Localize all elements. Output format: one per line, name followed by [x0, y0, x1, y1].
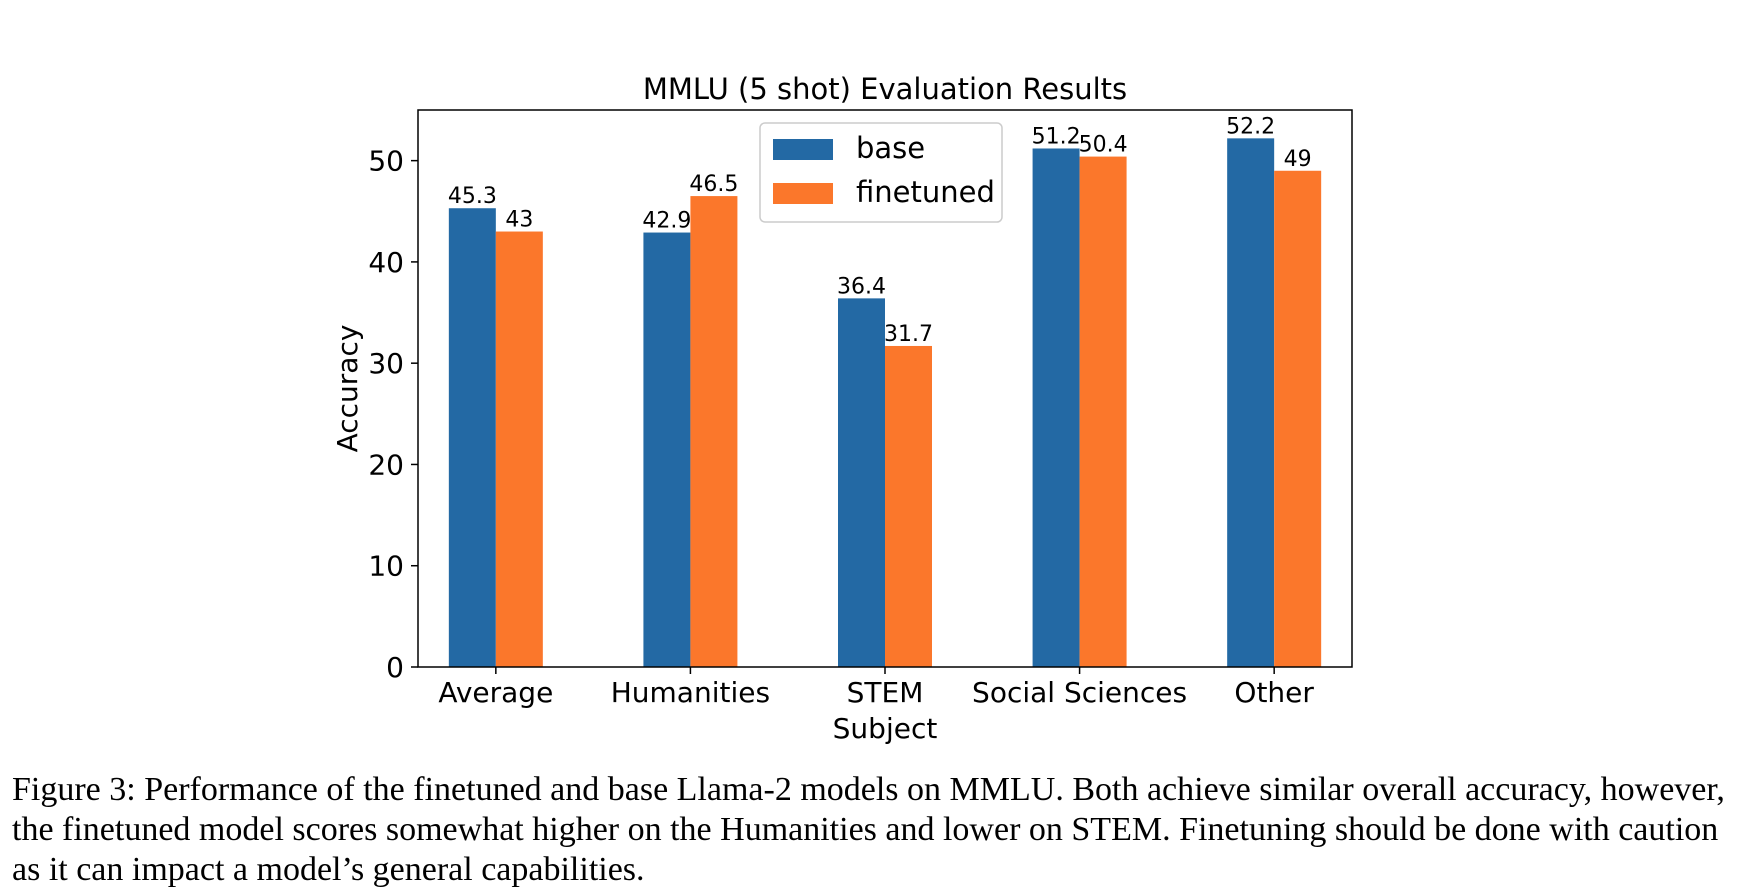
data-label: 36.4 — [837, 274, 886, 299]
bar-chart-svg: 45.3 42.9 36.4 51.2 52.2 43 46.5 31.7 50.4 49 0 10 2… — [331, 72, 1353, 745]
data-label: 50.4 — [1079, 133, 1128, 158]
y-tick-label: 40 — [368, 246, 404, 279]
data-label: 31.7 — [884, 322, 933, 347]
y-tick-label: 30 — [368, 347, 404, 380]
bar-base-average — [448, 208, 496, 667]
chart-title: MMLU (5 shot) Evaluation Results — [643, 72, 1127, 106]
data-label: 45.3 — [448, 184, 497, 209]
y-tick-label: 50 — [368, 145, 404, 178]
data-label: 51.2 — [1032, 124, 1081, 149]
x-tick-label: Social Sciences — [972, 676, 1187, 709]
data-label: 42.9 — [642, 209, 691, 234]
data-label: 43 — [505, 208, 533, 233]
bar-base-social-sciences — [1032, 148, 1080, 667]
bar-base-stem — [838, 298, 885, 667]
y-tick-label: 0 — [386, 651, 404, 684]
legend-swatch-finetuned — [773, 183, 833, 204]
x-tick-label: Humanities — [611, 676, 770, 709]
x-tick-label: STEM — [847, 676, 924, 709]
y-axis-label: Accuracy — [331, 325, 364, 453]
figure-caption: Figure 3: Performance of the finetuned a… — [12, 771, 1725, 888]
x-axis-label: Subject — [833, 712, 938, 745]
y-tick-label: 20 — [368, 448, 404, 481]
data-label: 52.2 — [1226, 114, 1275, 139]
x-tick-label: Other — [1234, 676, 1314, 709]
chart: 45.3 42.9 36.4 51.2 52.2 43 46.5 31.7 50.4 49 0 10 2… — [331, 72, 1353, 745]
y-tick-label: 10 — [368, 550, 404, 583]
legend-label-base: base — [856, 131, 925, 165]
data-label: 49 — [1284, 147, 1312, 172]
legend-swatch-base — [773, 139, 833, 160]
data-label: 46.5 — [689, 172, 738, 197]
x-tick-label: Average — [438, 676, 553, 709]
bar-finetuned-social-sciences — [1079, 156, 1127, 667]
bar-finetuned-average — [495, 231, 543, 667]
bar-finetuned-other — [1274, 170, 1322, 667]
bar-finetuned-stem — [885, 345, 932, 667]
bar-base-other — [1227, 138, 1275, 667]
bar-finetuned-humanities — [690, 196, 738, 667]
bar-base-humanities — [643, 232, 691, 668]
legend-label-finetuned: finetuned — [856, 175, 995, 209]
